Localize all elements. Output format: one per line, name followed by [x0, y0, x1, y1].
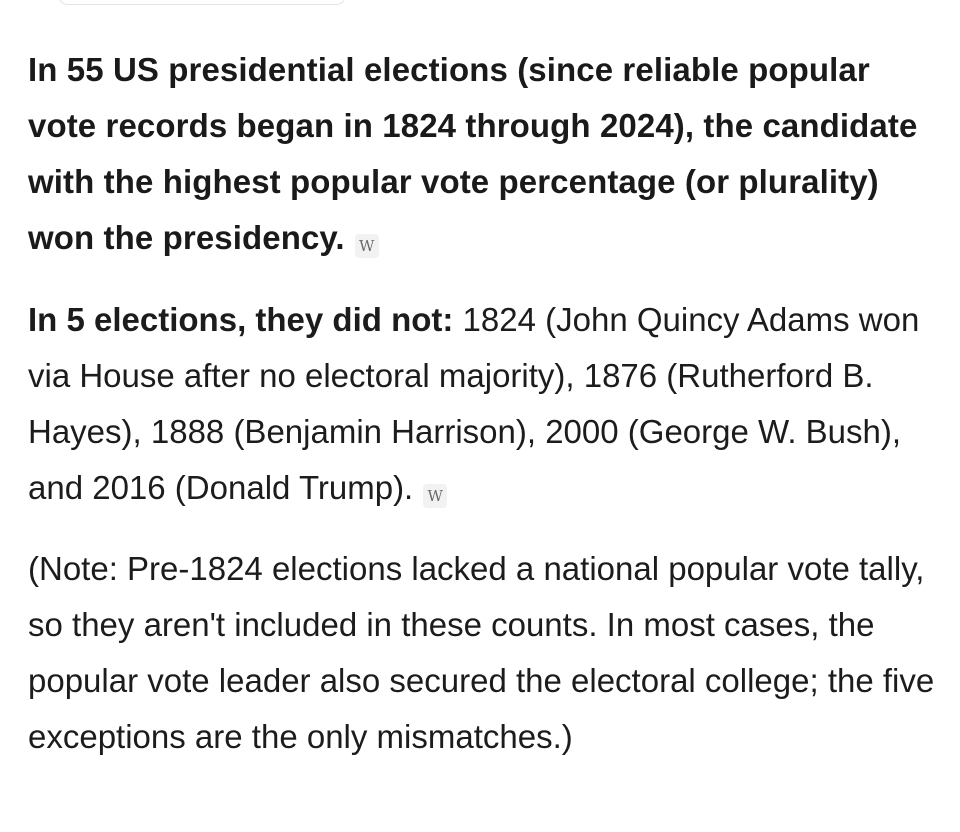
- previous-message-edge: [58, 0, 346, 5]
- exceptions-paragraph: In 5 elections, they did not: 1824 (John…: [28, 292, 940, 516]
- note-text: (Note: Pre-1824 elections lacked a natio…: [28, 550, 935, 755]
- summary-paragraph: In 55 US presidential elections (since r…: [28, 42, 940, 266]
- wikipedia-citation-icon[interactable]: W: [423, 484, 448, 508]
- wikipedia-citation-icon[interactable]: W: [354, 234, 379, 258]
- response-body: In 55 US presidential elections (since r…: [28, 42, 940, 765]
- exceptions-lead: In 5 elections, they did not:: [28, 301, 454, 338]
- summary-text: In 55 US presidential elections (since r…: [28, 51, 918, 256]
- exceptions-text: 1824 (John Quincy Adams won via House af…: [28, 301, 920, 506]
- note-paragraph: (Note: Pre-1824 elections lacked a natio…: [28, 541, 940, 765]
